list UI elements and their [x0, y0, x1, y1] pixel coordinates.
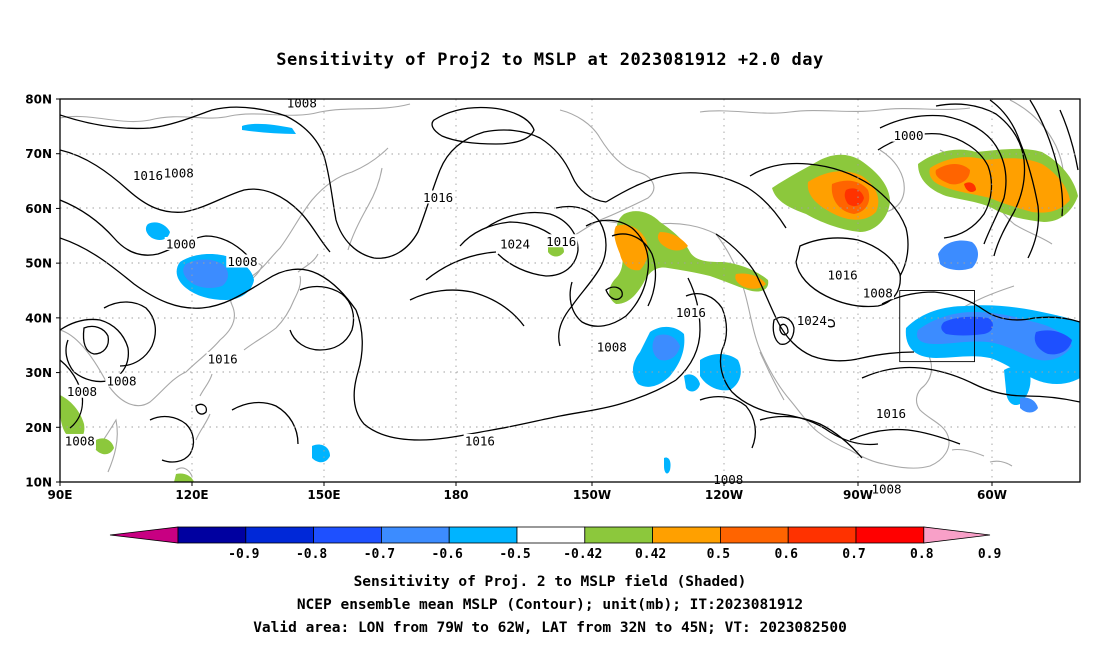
- contour-label-bg: [826, 268, 859, 282]
- contour-label: 1000: [166, 236, 196, 251]
- contour-label: 1008: [65, 433, 95, 448]
- contour-label-bg: [795, 313, 829, 327]
- plot-title: Sensitivity of Proj2 to MSLP at 20230819…: [276, 50, 824, 70]
- contour-label-bg: [164, 236, 198, 250]
- contour-label-bg: [498, 236, 532, 250]
- colorbar-cell: [380, 526, 450, 544]
- colorbar-cell: [584, 526, 653, 544]
- colorbar: -0.9 -0.8 -0.7 -0.6 -0.5 -0.42 0.42 0.5 0.6 0.7 0.…: [109, 526, 1001, 560]
- contour-label: 1008: [106, 373, 136, 388]
- contour-label: 1016: [876, 406, 906, 421]
- contour-label-bg: [892, 128, 925, 142]
- contour-label: 1016: [465, 433, 495, 448]
- colorbar-label: -0.6: [432, 547, 463, 560]
- contour-label-bg: [595, 339, 628, 353]
- valid-area-box: [899, 290, 975, 363]
- colorbar-label: 0.42: [635, 547, 666, 560]
- contour-label: 1024: [500, 236, 530, 251]
- lon-label: 60W: [977, 488, 1007, 502]
- colorbar-cell: [787, 526, 857, 544]
- contour-label-bg: [131, 168, 165, 182]
- contour-label: 1000: [893, 128, 923, 143]
- contour-label: 1008: [597, 339, 627, 354]
- colorbar-cell: [245, 526, 315, 544]
- colorbar-label: -0.42: [563, 547, 602, 560]
- caption-line-2: NCEP ensemble mean MSLP (Contour); unit(…: [296, 597, 804, 613]
- lon-label: 120E: [175, 488, 208, 502]
- mslp-contours: [60, 99, 1080, 463]
- contour-label-bg: [65, 384, 99, 398]
- colorbar-cell: [313, 526, 382, 544]
- contour-label-bg: [105, 373, 138, 387]
- lon-label: 150E: [307, 488, 340, 502]
- colorbar-label: 0.6: [774, 547, 798, 560]
- contour-label: 1016: [828, 268, 858, 283]
- contour-label-bg: [226, 254, 259, 268]
- lat-label: 20N: [25, 421, 52, 435]
- lat-label: 60N: [25, 202, 52, 216]
- colorbar-cell: [516, 526, 586, 544]
- colorbar-cell: [448, 526, 518, 544]
- colorbar-max-arrow: [923, 526, 991, 544]
- contour-label-bg: [861, 286, 894, 300]
- lat-labels: 80N 70N 60N 50N 40N 30N 20N 10N: [25, 93, 60, 490]
- caption-line-1: Sensitivity of Proj. 2 to MSLP field (Sh…: [353, 574, 747, 590]
- contour-label-bg: [206, 351, 239, 365]
- valid-area-rect: [899, 290, 975, 363]
- lat-label: 30N: [25, 366, 52, 380]
- caption-line-3: Valid area: LON from 79W to 62W, LAT fro…: [253, 620, 847, 636]
- contour-label: 1024: [797, 313, 827, 328]
- lon-label: 120W: [705, 488, 743, 502]
- lat-label: 70N: [25, 147, 52, 161]
- sensitivity-shading: [60, 123, 1080, 482]
- contour-label-bg: [874, 406, 908, 420]
- lon-labels: 90E 120E 150E 180 150W 120W 90W 60W: [48, 482, 1007, 502]
- lat-label: 50N: [25, 257, 52, 271]
- lon-label: 90E: [48, 488, 73, 502]
- contour-label: 1016: [423, 190, 453, 205]
- contour-label: 1008: [287, 95, 317, 110]
- contour-label-bg: [674, 305, 708, 319]
- lat-label: 40N: [25, 311, 52, 325]
- contour-label-bg: [162, 165, 195, 179]
- lat-label: 80N: [25, 93, 52, 107]
- contour-label-bg: [421, 190, 455, 204]
- colorbar-label: -0.7: [364, 547, 395, 560]
- colorbar-label: 0.5: [707, 547, 730, 560]
- map-frame: [59, 98, 1081, 483]
- contour-label: 1016: [133, 168, 163, 183]
- lon-label: 180: [443, 488, 468, 502]
- contour-label: 1008: [227, 254, 257, 269]
- colorbar-cell: [720, 526, 789, 544]
- contour-label-bg: [63, 433, 96, 447]
- colorbar-cell: [855, 526, 925, 544]
- colorbar-label: -0.5: [499, 547, 530, 560]
- lat-label: 10N: [25, 476, 52, 490]
- colorbar-min-arrow: [109, 526, 179, 544]
- colorbar-cell: [652, 526, 721, 544]
- lon-label: 150W: [573, 488, 611, 502]
- contour-label-bg: [463, 433, 497, 447]
- colorbar-label: -0.9: [228, 547, 259, 560]
- colorbar-label: 0.8: [910, 547, 934, 560]
- colorbar-label: 0.7: [842, 547, 865, 560]
- contour-label: 1016: [676, 305, 706, 320]
- contour-label: 1008: [871, 482, 901, 497]
- contour-label-bg: [870, 482, 903, 496]
- contour-label: 1008: [863, 286, 893, 301]
- contour-label-bg: [545, 234, 578, 248]
- contour-label: 1008: [164, 165, 194, 180]
- colorbar-cell: [177, 526, 247, 544]
- colorbar-label: -0.8: [296, 547, 327, 560]
- contour-label: 1008: [713, 472, 743, 487]
- contour-label: 1008: [67, 384, 97, 399]
- contour-label: 1016: [208, 351, 238, 366]
- colorbar-label: 0.9: [978, 547, 1001, 560]
- lon-label: 90W: [843, 488, 873, 502]
- contour-label: 1016: [546, 234, 576, 249]
